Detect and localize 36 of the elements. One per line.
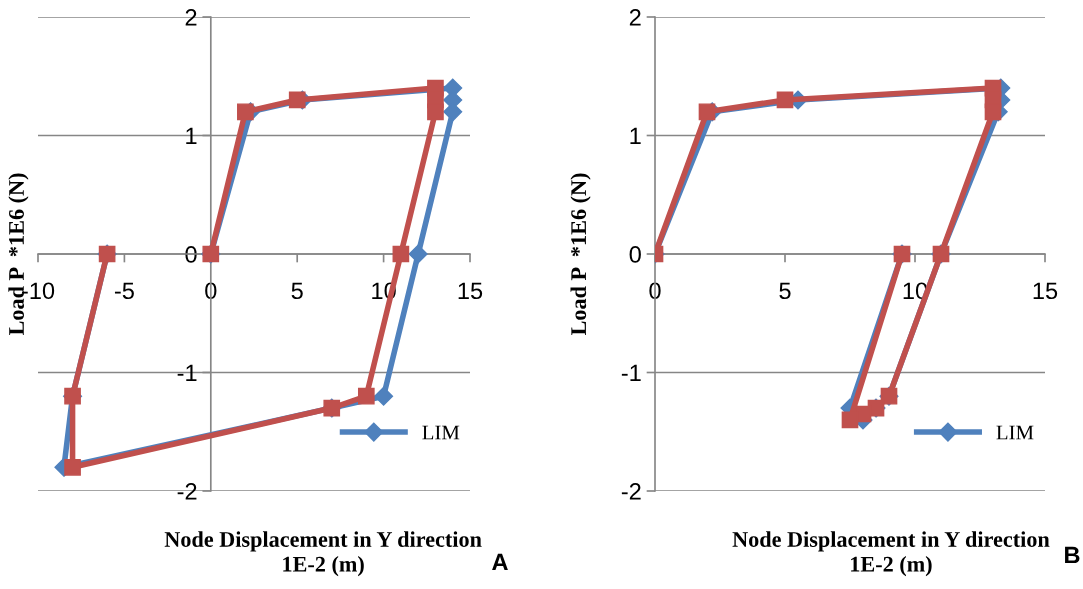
y-tick-label: 1 [186, 127, 197, 145]
y-tick-label: 2 [185, 9, 197, 26]
y-axis-title: Load P *1E6 (N) [570, 173, 591, 336]
point [698, 103, 716, 121]
x-axis-title: Node Displacement in Y direction 1E-2 (m) [164, 531, 482, 577]
y-tick-label: -1 [177, 364, 197, 382]
x-tick-label: 5 [779, 282, 791, 300]
y-tick-label: 1 [630, 127, 641, 145]
text: B [1065, 546, 1080, 564]
point [374, 386, 394, 406]
x-tick-label: 5 [291, 282, 303, 300]
point [357, 387, 375, 405]
point [408, 244, 428, 264]
text: A [492, 553, 508, 571]
legend-label: LIM [996, 425, 1034, 440]
y-tick-label: 2 [629, 9, 641, 26]
y-tick-label: 0 [185, 246, 197, 263]
point [392, 245, 410, 263]
x-tick-label: 0 [649, 282, 661, 300]
point [841, 411, 859, 429]
x-tick-label: 15 [458, 282, 483, 300]
legend-label: LIM [422, 425, 460, 440]
x-tick-label: 0 [205, 282, 217, 300]
y-tick-label: -2 [621, 483, 641, 500]
y-tick-label: 0 [629, 246, 641, 263]
point [776, 91, 794, 109]
y-tick-label: -1 [621, 364, 641, 382]
point [64, 458, 81, 476]
x-tick-label: 15 [1033, 282, 1058, 300]
y-tick-label: -2 [177, 483, 197, 500]
x-tick-label: -5 [114, 282, 134, 300]
point [427, 103, 444, 121]
x-axis-title: Node Displacement in Y direction 1E-2 (m) [732, 531, 1050, 577]
point [984, 103, 1002, 121]
point [237, 103, 254, 121]
point [288, 91, 306, 109]
